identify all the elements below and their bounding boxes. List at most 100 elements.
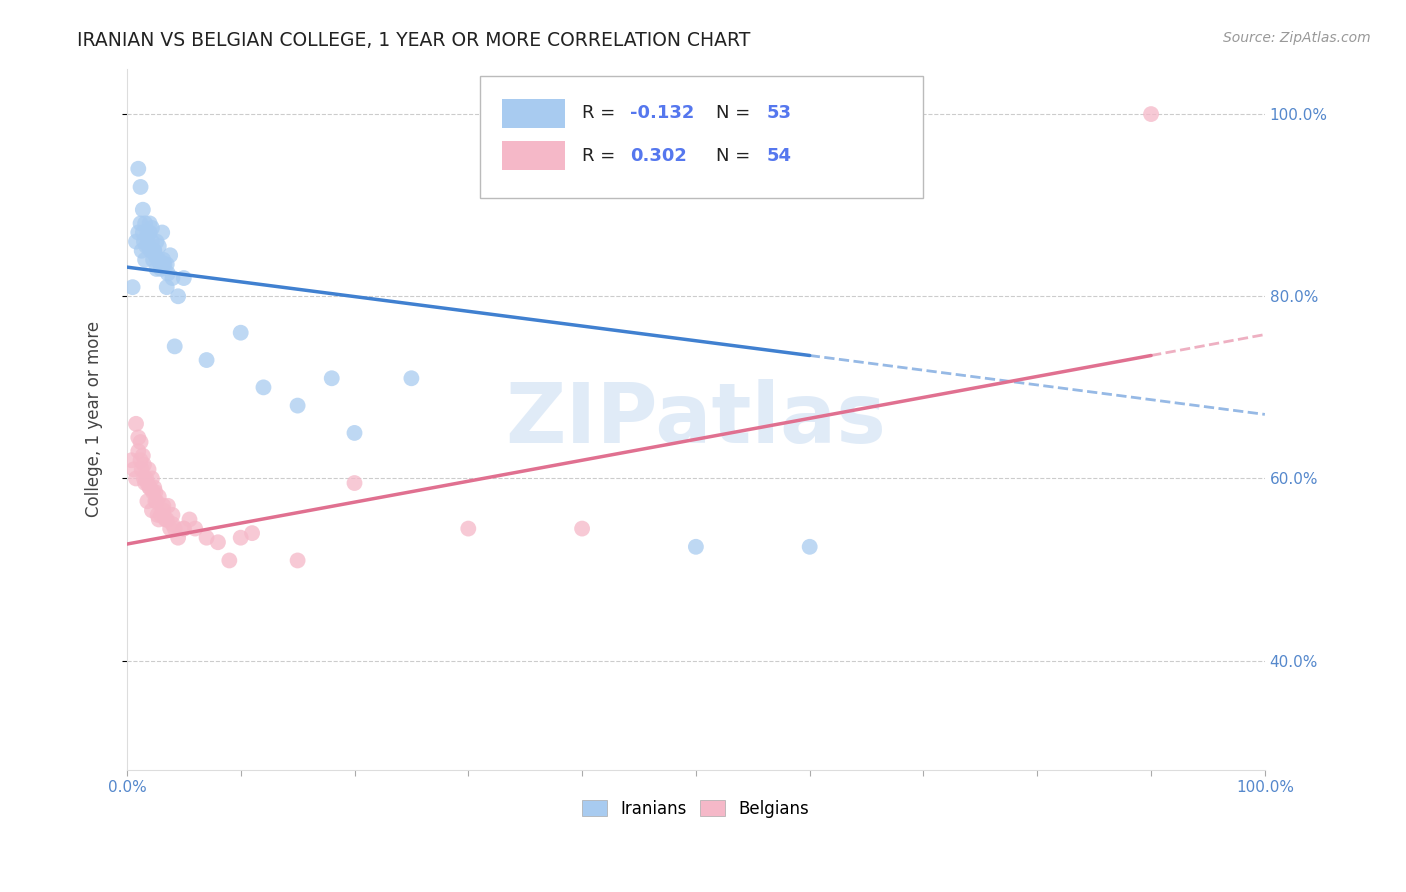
Point — [685, 540, 707, 554]
Point — [179, 512, 201, 526]
Point — [195, 531, 218, 545]
Point — [143, 481, 166, 495]
Point — [125, 417, 148, 431]
Y-axis label: College, 1 year or more: College, 1 year or more — [86, 321, 103, 517]
Point — [132, 235, 155, 249]
Point — [132, 226, 155, 240]
Point — [799, 540, 821, 554]
Point — [162, 516, 184, 531]
Text: IRANIAN VS BELGIAN COLLEGE, 1 YEAR OR MORE CORRELATION CHART: IRANIAN VS BELGIAN COLLEGE, 1 YEAR OR MO… — [77, 31, 751, 50]
Text: R =: R = — [582, 104, 621, 122]
Point — [167, 289, 190, 303]
Text: N =: N = — [717, 104, 756, 122]
Point — [159, 248, 181, 262]
Point — [129, 453, 152, 467]
Point — [125, 235, 148, 249]
Point — [321, 371, 343, 385]
Point — [229, 326, 252, 340]
Text: Source: ZipAtlas.com: Source: ZipAtlas.com — [1223, 31, 1371, 45]
Point — [156, 499, 179, 513]
Point — [148, 512, 170, 526]
Point — [343, 425, 366, 440]
Point — [163, 339, 186, 353]
Point — [156, 267, 179, 281]
FancyBboxPatch shape — [502, 99, 565, 128]
Point — [401, 371, 423, 385]
Point — [125, 471, 148, 485]
Point — [132, 458, 155, 472]
Point — [148, 490, 170, 504]
Point — [134, 252, 156, 267]
Point — [143, 244, 166, 258]
Point — [150, 226, 173, 240]
Text: 0.302: 0.302 — [630, 146, 686, 164]
Point — [129, 435, 152, 450]
Point — [163, 522, 186, 536]
Point — [141, 235, 163, 249]
Point — [131, 462, 153, 476]
Point — [162, 508, 184, 522]
Text: R =: R = — [582, 146, 621, 164]
Point — [135, 471, 157, 485]
Point — [173, 522, 195, 536]
Point — [136, 494, 159, 508]
Point — [173, 522, 195, 536]
Point — [143, 485, 166, 500]
Point — [131, 244, 153, 258]
Point — [343, 476, 366, 491]
Point — [134, 216, 156, 230]
Point — [127, 430, 149, 444]
Text: 53: 53 — [766, 104, 792, 122]
Point — [152, 499, 174, 513]
Text: -0.132: -0.132 — [630, 104, 695, 122]
Point — [136, 230, 159, 244]
Point — [229, 531, 252, 545]
Point — [121, 280, 143, 294]
FancyBboxPatch shape — [479, 76, 924, 198]
Point — [287, 553, 309, 567]
Point — [139, 244, 162, 258]
Point — [218, 553, 240, 567]
Point — [162, 271, 184, 285]
Point — [129, 216, 152, 230]
Point — [122, 462, 145, 476]
Point — [129, 180, 152, 194]
Point — [195, 353, 218, 368]
Point — [132, 471, 155, 485]
Point — [141, 221, 163, 235]
Point — [146, 252, 169, 267]
Point — [571, 522, 593, 536]
Point — [148, 252, 170, 267]
Point — [135, 239, 157, 253]
Point — [145, 494, 167, 508]
Point — [150, 257, 173, 271]
Point — [150, 262, 173, 277]
Point — [207, 535, 229, 549]
Point — [156, 280, 179, 294]
Point — [121, 453, 143, 467]
Point — [134, 476, 156, 491]
Legend: Iranians, Belgians: Iranians, Belgians — [575, 794, 815, 825]
Point — [152, 257, 174, 271]
Point — [156, 257, 179, 271]
Point — [240, 526, 263, 541]
Point — [184, 522, 207, 536]
Point — [153, 257, 176, 271]
Point — [141, 503, 163, 517]
Point — [152, 252, 174, 267]
Point — [138, 226, 160, 240]
Text: 54: 54 — [766, 146, 792, 164]
Point — [152, 503, 174, 517]
Point — [1140, 107, 1163, 121]
FancyBboxPatch shape — [502, 141, 565, 170]
Point — [155, 512, 177, 526]
Point — [145, 235, 167, 249]
Point — [143, 248, 166, 262]
Point — [173, 271, 195, 285]
Point — [138, 481, 160, 495]
Point — [143, 244, 166, 258]
Point — [138, 216, 160, 230]
Point — [150, 508, 173, 522]
Point — [159, 522, 181, 536]
Text: N =: N = — [717, 146, 756, 164]
